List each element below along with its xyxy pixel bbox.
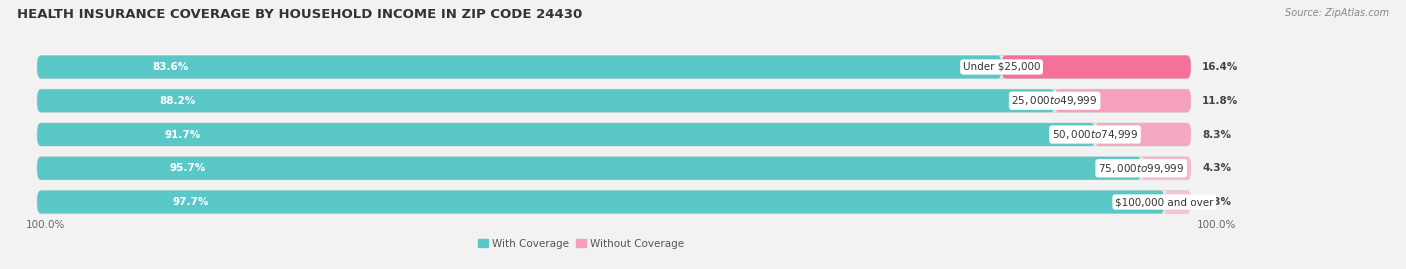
Text: 8.3%: 8.3% [1202, 129, 1232, 140]
FancyBboxPatch shape [37, 55, 1191, 79]
Text: 2.3%: 2.3% [1202, 197, 1232, 207]
Text: $100,000 and over: $100,000 and over [1115, 197, 1213, 207]
Legend: With Coverage, Without Coverage: With Coverage, Without Coverage [474, 235, 689, 253]
FancyBboxPatch shape [37, 157, 1142, 180]
Text: Source: ZipAtlas.com: Source: ZipAtlas.com [1285, 8, 1389, 18]
Text: 91.7%: 91.7% [165, 129, 200, 140]
FancyBboxPatch shape [37, 190, 1191, 214]
FancyBboxPatch shape [37, 123, 1095, 146]
FancyBboxPatch shape [37, 89, 1054, 112]
Text: $25,000 to $49,999: $25,000 to $49,999 [1011, 94, 1098, 107]
FancyBboxPatch shape [37, 190, 1164, 214]
Text: HEALTH INSURANCE COVERAGE BY HOUSEHOLD INCOME IN ZIP CODE 24430: HEALTH INSURANCE COVERAGE BY HOUSEHOLD I… [17, 8, 582, 21]
FancyBboxPatch shape [37, 55, 1001, 79]
Text: 88.2%: 88.2% [159, 96, 195, 106]
Text: Under $25,000: Under $25,000 [963, 62, 1040, 72]
Text: 100.0%: 100.0% [25, 220, 65, 230]
Text: 4.3%: 4.3% [1202, 163, 1232, 173]
Text: 100.0%: 100.0% [1197, 220, 1236, 230]
FancyBboxPatch shape [1164, 190, 1191, 214]
Text: 83.6%: 83.6% [153, 62, 190, 72]
FancyBboxPatch shape [37, 157, 1191, 180]
Text: 95.7%: 95.7% [170, 163, 205, 173]
Text: 16.4%: 16.4% [1202, 62, 1239, 72]
Text: $75,000 to $99,999: $75,000 to $99,999 [1098, 162, 1184, 175]
Text: $50,000 to $74,999: $50,000 to $74,999 [1052, 128, 1139, 141]
FancyBboxPatch shape [37, 89, 1191, 112]
Text: 97.7%: 97.7% [173, 197, 208, 207]
FancyBboxPatch shape [1001, 55, 1191, 79]
FancyBboxPatch shape [1095, 123, 1191, 146]
FancyBboxPatch shape [1054, 89, 1191, 112]
FancyBboxPatch shape [1142, 157, 1191, 180]
FancyBboxPatch shape [37, 123, 1191, 146]
Text: 11.8%: 11.8% [1202, 96, 1239, 106]
